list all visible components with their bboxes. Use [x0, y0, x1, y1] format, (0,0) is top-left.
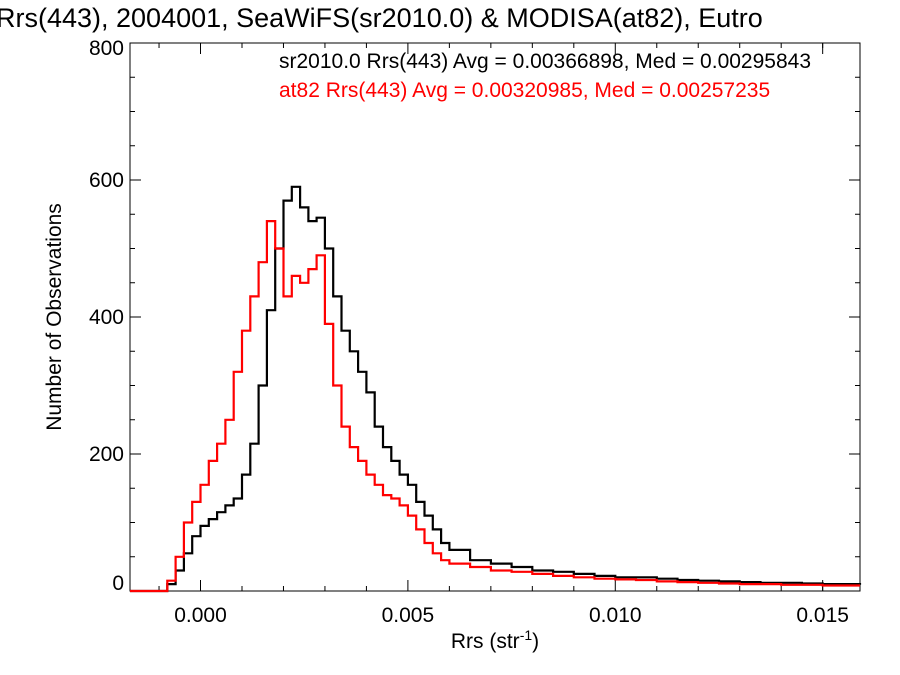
y-axis-label: Number of Observations [43, 203, 66, 431]
x-axis: 0.000 0.005 0.010 0.015 [158, 43, 849, 627]
y-tick-label: 800 [89, 37, 124, 60]
x-tick-label: 0.010 [589, 604, 642, 627]
chart-title: Rrs(443), 2004001, SeaWiFS(sr2010.0) & M… [0, 3, 763, 33]
y-tick-label: 200 [89, 443, 124, 466]
x-axis-label: Rrs (str-1) [451, 627, 539, 653]
stats-line-1: at82 Rrs(443) Avg = 0.00320985, Med = 0.… [279, 79, 770, 102]
x-tick-label: 0.000 [174, 604, 227, 627]
y-tick-label: 0 [112, 572, 124, 595]
x-tick-label: 0.015 [796, 604, 849, 627]
series-group [130, 185, 862, 593]
y-axis: 0 200 400 600 800 [89, 37, 860, 595]
plot-frame [129, 42, 861, 592]
x-axis-label-sup: -1 [520, 627, 533, 643]
stats-legend: sr2010.0 Rrs(443) Avg = 0.00366898, Med … [279, 50, 811, 102]
y-tick-label: 600 [89, 169, 124, 192]
series-line-1 [130, 220, 860, 593]
series-line-0 [130, 185, 862, 593]
x-tick-label: 0.005 [382, 604, 435, 627]
stats-line-0: sr2010.0 Rrs(443) Avg = 0.00366898, Med … [279, 50, 811, 73]
x-axis-label-main: Rrs (str [451, 630, 520, 653]
x-axis-label-close: ) [532, 630, 539, 653]
y-tick-label: 400 [89, 306, 124, 329]
